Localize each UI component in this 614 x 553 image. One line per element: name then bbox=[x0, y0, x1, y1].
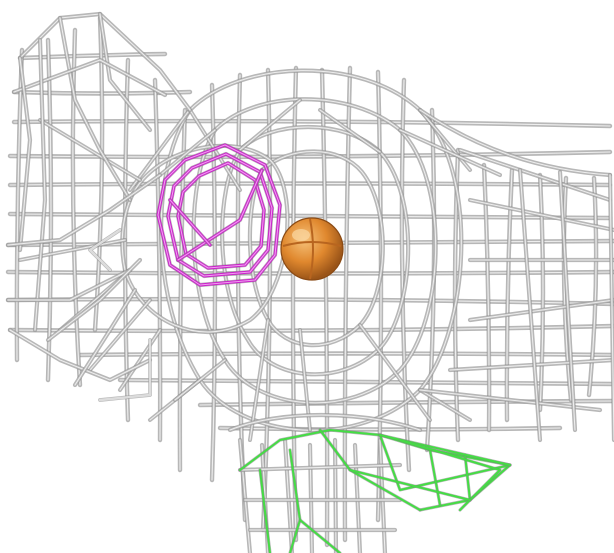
wire-edge bbox=[399, 439, 501, 511]
wire-edge-highlight bbox=[9, 182, 611, 186]
wire-edge-highlight bbox=[221, 126, 409, 375]
wire-edge bbox=[464, 454, 471, 501]
wire-edge-highlight bbox=[229, 414, 421, 431]
wire-edge-highlight bbox=[167, 153, 273, 277]
wire-edge bbox=[12, 58, 167, 97]
wire-edge-highlight bbox=[459, 149, 611, 201]
wire-edge-highlight bbox=[159, 129, 216, 176]
wire-edge-highlight bbox=[174, 359, 226, 401]
wire-edge-highlight bbox=[154, 79, 161, 441]
wire-edge-highlight bbox=[449, 359, 614, 371]
wire-edge-highlight bbox=[7, 174, 161, 246]
wire-edge-highlight bbox=[419, 109, 471, 171]
wire-edge-highlight bbox=[563, 177, 572, 401]
wire-edge-highlight bbox=[157, 144, 281, 286]
wire-edge-highlight bbox=[129, 111, 189, 191]
wire-edge-highlight bbox=[59, 17, 131, 201]
wire-edge bbox=[259, 469, 271, 553]
wire-edge-highlight bbox=[9, 213, 611, 219]
wire-edge-highlight bbox=[239, 99, 301, 151]
wire-edge bbox=[349, 469, 471, 501]
wire-edge-highlight bbox=[419, 109, 611, 176]
wire-edge-highlight bbox=[419, 389, 601, 411]
wire-edge-highlight bbox=[13, 120, 611, 127]
ear-mesh bbox=[5, 11, 193, 402]
wire-edge-highlight bbox=[321, 69, 328, 546]
wire-edge-highlight bbox=[249, 319, 269, 441]
wire-edge-highlight bbox=[239, 464, 401, 471]
wire-edge-highlight bbox=[19, 53, 166, 59]
wire-edge-highlight bbox=[319, 109, 381, 153]
wire-edge-highlight bbox=[419, 389, 471, 421]
wire-edge bbox=[299, 519, 341, 553]
wire-edge-highlight bbox=[539, 174, 544, 411]
wire-edge-highlight bbox=[519, 169, 541, 441]
pivot-sphere[interactable] bbox=[280, 217, 344, 281]
wire-edge-highlight bbox=[39, 119, 141, 181]
wire-edge-highlight bbox=[379, 439, 386, 553]
wire-edge-highlight bbox=[609, 174, 614, 441]
wire-edge-highlight bbox=[34, 39, 46, 331]
snout-mesh bbox=[417, 107, 614, 443]
wire-edge-highlight bbox=[47, 259, 141, 341]
wire-edge-highlight bbox=[239, 439, 251, 553]
wire-edge-highlight bbox=[177, 169, 263, 261]
wire-edge bbox=[429, 449, 441, 506]
green-mesh-cage[interactable] bbox=[238, 428, 512, 553]
wire-edge-highlight bbox=[219, 427, 561, 431]
wire-edge bbox=[58, 16, 132, 202]
wire-edge-highlight bbox=[469, 299, 614, 321]
wire-edge-highlight bbox=[334, 439, 337, 553]
wire-edge-highlight bbox=[99, 13, 151, 131]
wire-edge-highlight bbox=[72, 29, 81, 386]
wire-edge-highlight bbox=[19, 57, 31, 251]
wire-edge-highlight bbox=[399, 129, 501, 176]
wire-edge-highlight bbox=[193, 98, 437, 404]
wire-edge-shadow bbox=[57, 15, 133, 203]
wire-edge bbox=[88, 228, 152, 402]
wire-edge-highlight bbox=[7, 269, 131, 301]
eye-socket-selection[interactable] bbox=[155, 142, 283, 288]
wire-edge-highlight bbox=[169, 199, 211, 246]
wire-edge-highlight bbox=[559, 171, 576, 431]
wire-edge-highlight bbox=[469, 199, 614, 231]
wire-edge-highlight bbox=[119, 379, 614, 385]
wire-edge-highlight bbox=[506, 169, 513, 421]
wire-edge bbox=[379, 434, 511, 491]
wire-edge-highlight bbox=[47, 39, 52, 381]
wire-edge-highlight bbox=[119, 329, 161, 391]
wire-edge-highlight bbox=[359, 324, 431, 421]
wire-edge-highlight bbox=[588, 177, 597, 396]
wire-edge-highlight bbox=[19, 239, 126, 261]
wire-edge-highlight bbox=[284, 439, 293, 553]
wire-edge-highlight bbox=[9, 151, 611, 158]
wire-edge-highlight bbox=[74, 289, 136, 386]
wire-edge-highlight bbox=[89, 299, 151, 371]
